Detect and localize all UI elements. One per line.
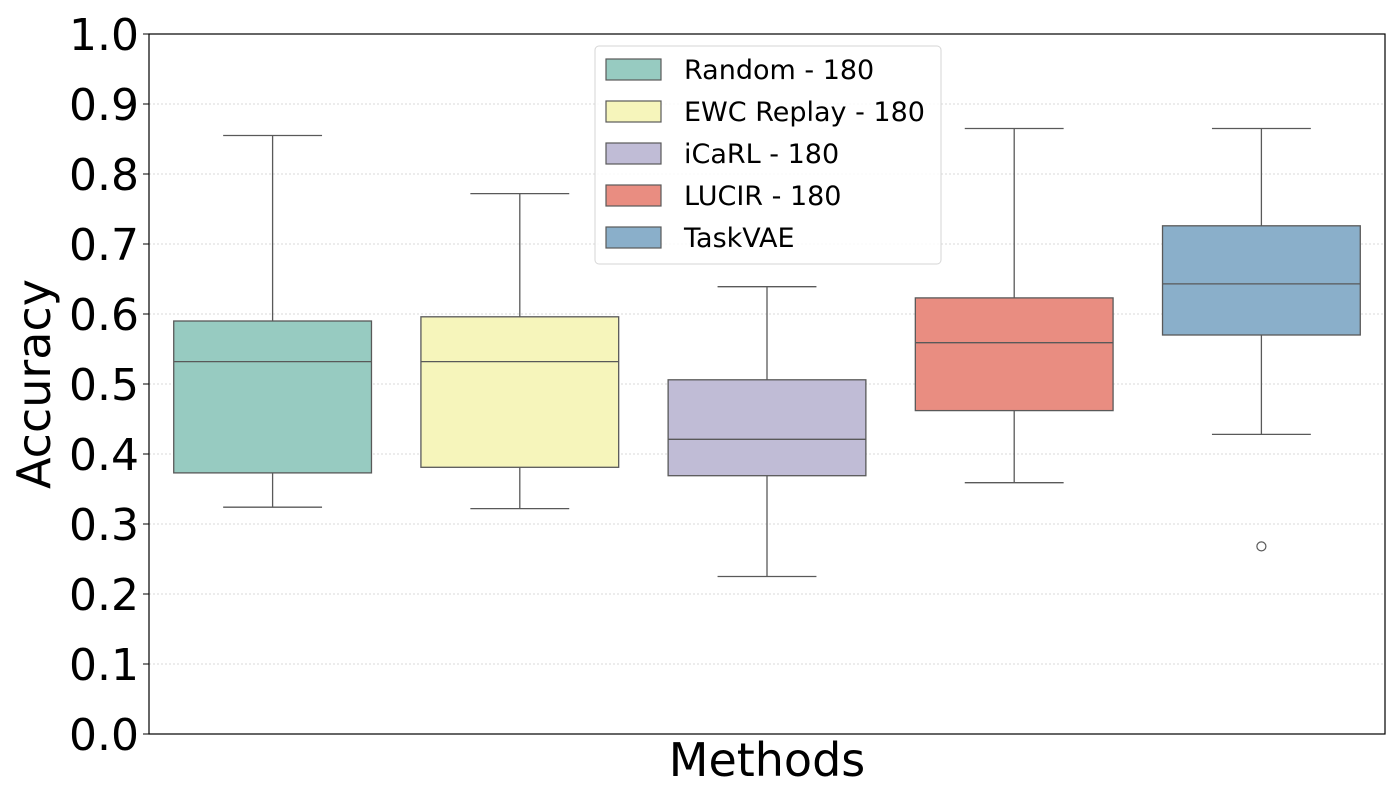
y-tick-label: 0.9 <box>69 80 139 131</box>
box-1 <box>173 134 373 508</box>
y-tick-label: 0.1 <box>69 640 139 691</box>
legend-swatch <box>605 100 662 123</box>
iqr-box <box>173 320 373 474</box>
legend-label: EWC Replay - 180 <box>684 97 925 128</box>
legend-swatch <box>605 58 662 81</box>
iqr-box <box>1161 225 1361 336</box>
outlier-point <box>1256 541 1267 552</box>
y-axis-ticks: 0.0 0.1 0.2 0.3 0.4 0.5 0.6 0.7 0.8 0.9 1.0 <box>69 10 149 761</box>
box-4 <box>914 127 1114 484</box>
iqr-box <box>914 297 1114 412</box>
legend: Random - 180 EWC Replay - 180 iCaRL - 180 L… <box>594 45 942 265</box>
x-axis-label: Methods <box>669 733 866 787</box>
legend-item: EWC Replay - 180 <box>605 97 925 128</box>
y-tick-label: 0.2 <box>69 570 139 621</box>
y-tick-label: 0.3 <box>69 500 139 551</box>
iqr-box <box>420 316 620 468</box>
legend-label: TaskVAE <box>683 223 795 254</box>
legend-swatch <box>605 142 662 165</box>
legend-item: LUCIR - 180 <box>605 181 841 212</box>
legend-item: iCaRL - 180 <box>605 139 839 170</box>
legend-label: LUCIR - 180 <box>684 181 841 212</box>
box-2 <box>420 192 620 510</box>
legend-label: Random - 180 <box>684 55 874 86</box>
y-tick-label: 0.8 <box>69 150 139 201</box>
legend-swatch <box>605 184 662 207</box>
iqr-box <box>667 379 867 477</box>
legend-item: TaskVAE <box>605 223 795 254</box>
y-axis-label: Accuracy <box>7 279 61 489</box>
y-tick-label: 0.0 <box>69 710 139 761</box>
legend-swatch <box>605 226 662 249</box>
y-tick-label: 0.5 <box>69 360 139 411</box>
y-tick-label: 0.6 <box>69 290 139 341</box>
y-tick-label: 0.4 <box>69 430 139 481</box>
legend-item: Random - 180 <box>605 55 874 86</box>
y-tick-label: 1.0 <box>69 10 139 61</box>
legend-frame <box>594 45 942 265</box>
legend-label: iCaRL - 180 <box>684 139 839 170</box>
box-3 <box>667 286 867 578</box>
box-5 <box>1161 127 1361 552</box>
y-tick-label: 0.7 <box>69 220 139 271</box>
boxes <box>173 127 1361 578</box>
